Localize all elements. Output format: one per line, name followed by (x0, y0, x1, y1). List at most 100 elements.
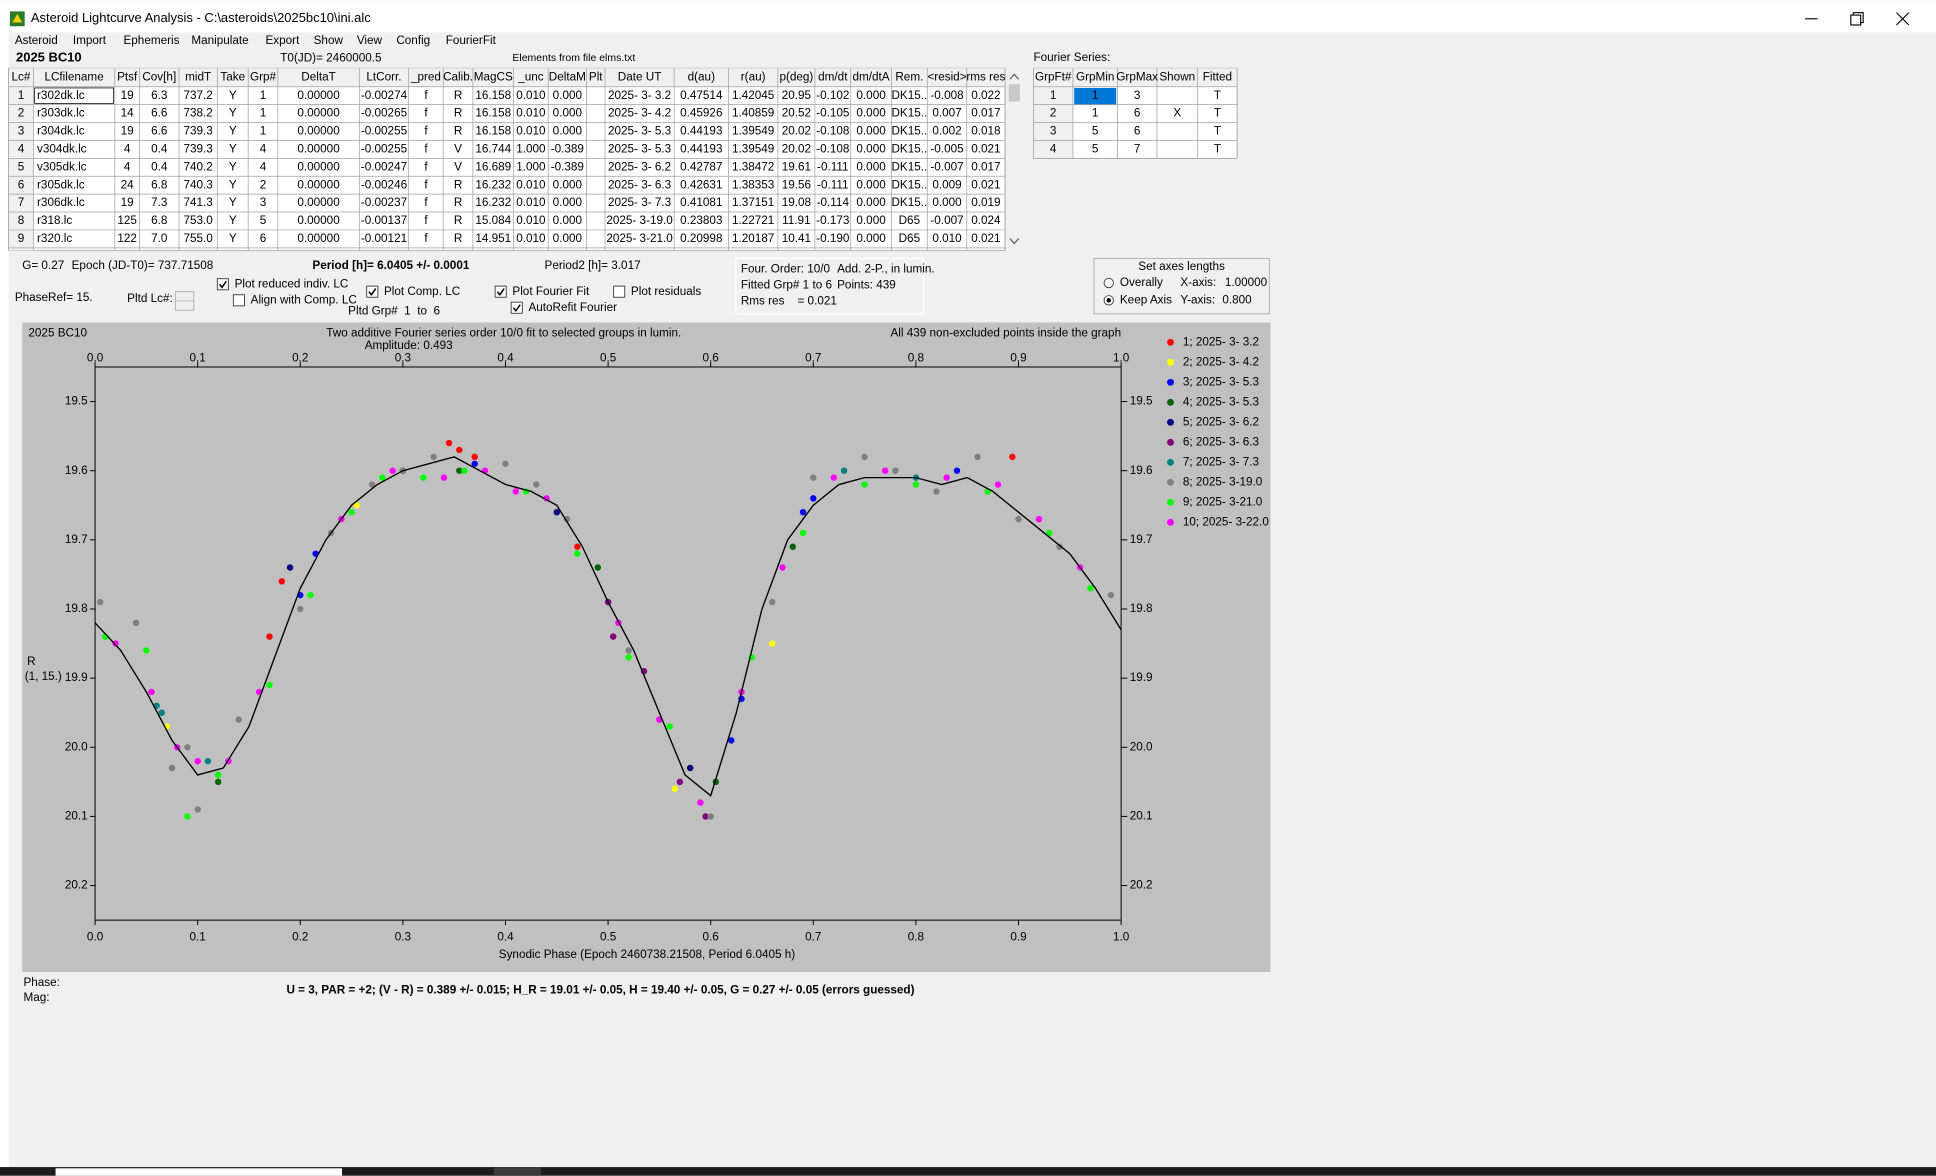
table-cell[interactable]: D65 (899, 232, 921, 245)
checkbox[interactable] (494, 285, 507, 298)
table-cell[interactable]: 0.000 (553, 214, 583, 227)
table-cell[interactable]: 0.4 (151, 160, 168, 173)
table-cell[interactable]: Y (229, 89, 237, 102)
table-cell[interactable]: r303dk.lc (37, 107, 85, 120)
table-cell[interactable]: 10.41 (782, 232, 811, 245)
menu-item[interactable]: Asteroid (15, 34, 58, 47)
table-cell[interactable]: -0.007 (930, 214, 963, 227)
table-cell[interactable]: 7.0 (151, 232, 168, 245)
table-cell[interactable]: R (454, 214, 462, 227)
table-cell[interactable]: r302dk.lc (37, 89, 85, 102)
checkbox[interactable] (510, 301, 523, 314)
table-cell[interactable]: -0.173 (816, 214, 849, 227)
table-cell[interactable]: 0.010 (516, 89, 546, 102)
table-cell[interactable]: v305dk.lc (37, 160, 87, 173)
table-cell[interactable]: f (424, 125, 428, 138)
menu-item[interactable]: Export (265, 34, 300, 47)
menu-item[interactable]: View (357, 34, 383, 47)
table-cell[interactable]: 6.8 (151, 178, 168, 191)
table-cell[interactable]: v304dk.lc (37, 142, 87, 155)
table-cell[interactable]: 1.37151 (732, 196, 774, 209)
y-axis-value[interactable]: 0.800 (1222, 293, 1252, 306)
table-cell[interactable]: -0.108 (816, 142, 850, 155)
table-cell[interactable]: 1 (1092, 107, 1099, 120)
table-cell[interactable]: DK15.. (891, 196, 927, 209)
table-cell[interactable]: -0.102 (816, 89, 849, 102)
table-cell[interactable]: 0.42787 (680, 160, 722, 173)
table-cell[interactable]: R (454, 196, 462, 209)
table-cell[interactable]: -0.00274 (361, 89, 408, 102)
table-cell[interactable]: 3 (1050, 125, 1057, 138)
table-cell[interactable]: 6 (260, 232, 267, 245)
table-cell[interactable]: 0.009 (932, 178, 961, 191)
table-cell[interactable]: 5 (1092, 125, 1099, 138)
table-cell[interactable]: DK15.. (891, 107, 927, 120)
table-cell[interactable]: Y (229, 214, 237, 227)
table-cell[interactable]: 2 (1050, 107, 1057, 120)
radio-label[interactable]: Keep Axis (1120, 293, 1172, 306)
table-cell[interactable]: 0.010 (516, 125, 546, 138)
table-cell[interactable]: 24 (121, 178, 135, 191)
table-cell[interactable]: 738.2 (184, 107, 213, 120)
table-cell[interactable]: 0.000 (553, 107, 583, 120)
table-cell[interactable]: 2025- 3-21.0 (606, 232, 673, 245)
table-cell[interactable]: -0.00237 (361, 196, 407, 209)
table-cell[interactable]: 4 (260, 160, 267, 173)
table-cell[interactable]: DK15.. (891, 178, 927, 191)
table-cell[interactable]: 7 (1134, 142, 1141, 155)
table-cell[interactable]: R (454, 125, 462, 138)
table-cell[interactable]: 19.56 (782, 178, 811, 191)
checkbox[interactable] (216, 278, 229, 291)
table-cell[interactable]: 0.000 (856, 214, 886, 227)
checkbox-label[interactable]: Align with Comp. LC (251, 293, 358, 306)
table-cell[interactable]: 9 (18, 232, 25, 245)
table-cell[interactable]: 0.20998 (680, 232, 723, 245)
table-cell[interactable]: 2025- 3- 4.2 (608, 107, 671, 120)
table-cell[interactable]: Y (229, 160, 237, 173)
table-cell[interactable]: 0.000 (856, 196, 886, 209)
table-cell[interactable]: 20.95 (782, 89, 812, 102)
table-cell[interactable]: 2025- 3-19.0 (606, 214, 673, 227)
table-cell[interactable]: 7 (18, 196, 25, 209)
table-cell[interactable]: 6 (1134, 125, 1141, 138)
x-axis-value[interactable]: 1.00000 (1225, 276, 1268, 289)
table-cell[interactable]: 20.02 (782, 142, 811, 155)
table-cell[interactable]: 1 (18, 89, 25, 102)
table-cell[interactable]: T (1214, 142, 1221, 155)
table-cell[interactable]: 0.000 (856, 178, 886, 191)
table-cell[interactable]: -0.190 (816, 232, 850, 245)
table-cell[interactable]: 3 (1134, 89, 1141, 102)
radio[interactable] (1103, 277, 1114, 289)
table-cell[interactable]: 1.38472 (732, 160, 774, 173)
checkbox-label[interactable]: Plot reduced indiv. LC (235, 277, 349, 290)
checkbox-label[interactable]: Plot Comp. LC (384, 285, 461, 298)
table-cell[interactable]: 11.91 (782, 214, 810, 227)
table-cell[interactable]: 1.000 (516, 160, 546, 173)
menu-item[interactable]: Manipulate (191, 34, 248, 47)
table-cell[interactable]: 14.951 (475, 232, 511, 245)
table-cell[interactable]: 16.158 (475, 89, 511, 102)
table-cell[interactable]: 0.23803 (680, 214, 722, 227)
table-cell[interactable]: Y (229, 107, 237, 120)
table-cell[interactable]: Y (229, 178, 237, 191)
table-cell[interactable]: 0.00000 (297, 125, 340, 138)
table-cell[interactable]: Y (229, 232, 237, 245)
scrollbar[interactable] (1006, 68, 1023, 251)
menu-item[interactable]: Config (396, 34, 430, 47)
table-cell[interactable]: 0.018 (971, 125, 1001, 138)
table-cell[interactable]: 2025- 3- 3.2 (608, 89, 671, 102)
table-cell[interactable]: 0.000 (856, 125, 886, 138)
table-cell[interactable]: 0.010 (516, 232, 546, 245)
table-cell[interactable]: f (424, 196, 428, 209)
table-cell[interactable]: f (424, 232, 428, 245)
checkbox[interactable] (366, 285, 379, 298)
taskbar-app[interactable] (493, 1167, 541, 1176)
table-cell[interactable]: 19 (121, 196, 134, 209)
table-cell[interactable]: 2025- 3- 5.3 (608, 142, 671, 155)
table-cell[interactable]: T (1214, 89, 1221, 102)
table-cell[interactable]: 0.000 (856, 232, 886, 245)
table-cell[interactable]: 0.000 (553, 232, 583, 245)
table-cell[interactable]: 125 (117, 214, 137, 227)
table-cell[interactable]: 0.000 (856, 160, 886, 173)
table-cell[interactable]: -0.00265 (361, 107, 408, 120)
